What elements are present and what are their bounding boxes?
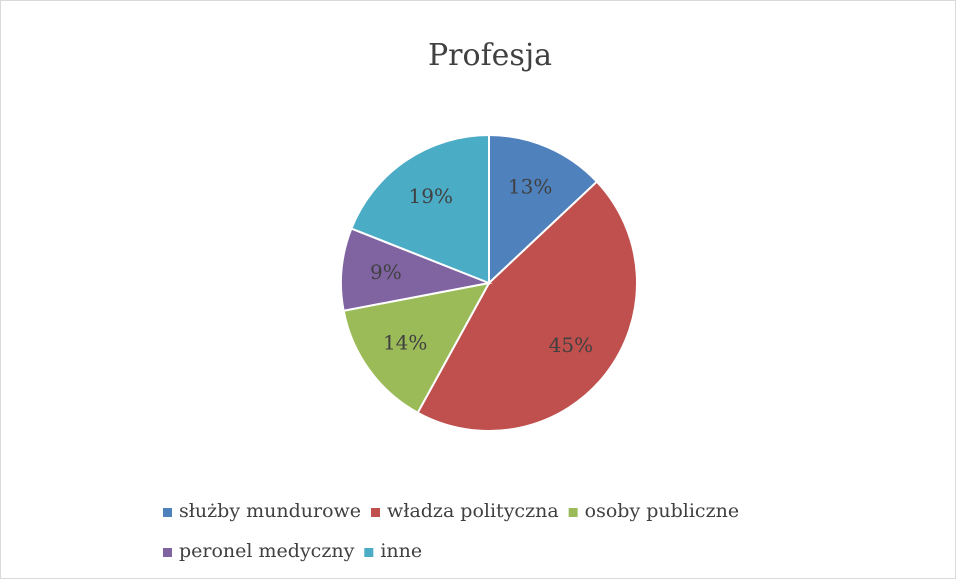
data-label: 13% — [508, 174, 552, 198]
data-label: 9% — [370, 260, 402, 284]
legend-swatch — [568, 508, 578, 517]
legend-label: inne — [380, 540, 422, 562]
data-label: 19% — [409, 184, 453, 208]
pie-slice — [340, 227, 493, 312]
pie-slice — [488, 133, 599, 286]
legend-swatch — [364, 548, 374, 557]
legend-label: służby mundurowe — [179, 500, 361, 522]
data-label: 14% — [383, 330, 427, 354]
legend-swatch — [163, 548, 172, 557]
data-label: 45% — [549, 333, 593, 357]
pie-slice — [342, 281, 491, 415]
chart-title: Profesja — [428, 38, 552, 73]
pie-slice — [416, 180, 638, 432]
legend-swatch — [371, 508, 381, 517]
legend-label: osoby publiczne — [585, 500, 739, 522]
legend-label: władza polityczna — [387, 500, 559, 522]
legend-label: peronel medyczny — [179, 540, 355, 562]
legend-swatch — [163, 508, 172, 517]
pie-slice — [350, 133, 490, 285]
